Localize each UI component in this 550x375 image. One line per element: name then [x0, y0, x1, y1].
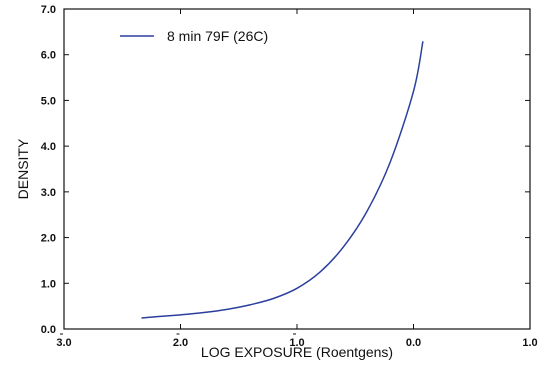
- y-tick-label: 0.0: [41, 324, 56, 336]
- series-layer: [141, 41, 424, 319]
- y-tick-label: 2.0: [41, 233, 56, 245]
- x-tick-label: 0.0: [406, 337, 421, 349]
- y-tick-label: 7.0: [41, 4, 56, 16]
- legend-label: 8 min 79F (26C): [167, 28, 268, 44]
- y-axis-ticks: 0.0 1.0 2.0 3.0 4.0 5.0 6.0 7.0: [41, 4, 530, 336]
- x-axis-title: LOG EXPOSURE (Roentgens): [201, 344, 393, 360]
- x-tick-label: 2.0: [173, 337, 188, 349]
- plot-frame: [63, 8, 531, 330]
- x-tick-label: 3.0: [56, 337, 71, 349]
- y-tick-label: 3.0: [41, 187, 56, 199]
- x-tick-label: 1.0: [289, 337, 304, 349]
- y-axis-title: DENSITY: [15, 138, 31, 199]
- x-tick-label: 1.0: [522, 337, 537, 349]
- y-tick-label: 5.0: [41, 95, 56, 107]
- legend: 8 min 79F (26C): [120, 28, 268, 44]
- series-line: [141, 41, 424, 319]
- x-axis-ticks: 3.0 2.0 1.0 0.0 1.0: [56, 9, 538, 349]
- y-tick-label: 1.0: [41, 278, 56, 290]
- y-tick-label: 4.0: [41, 141, 56, 153]
- y-tick-label: 6.0: [41, 50, 56, 62]
